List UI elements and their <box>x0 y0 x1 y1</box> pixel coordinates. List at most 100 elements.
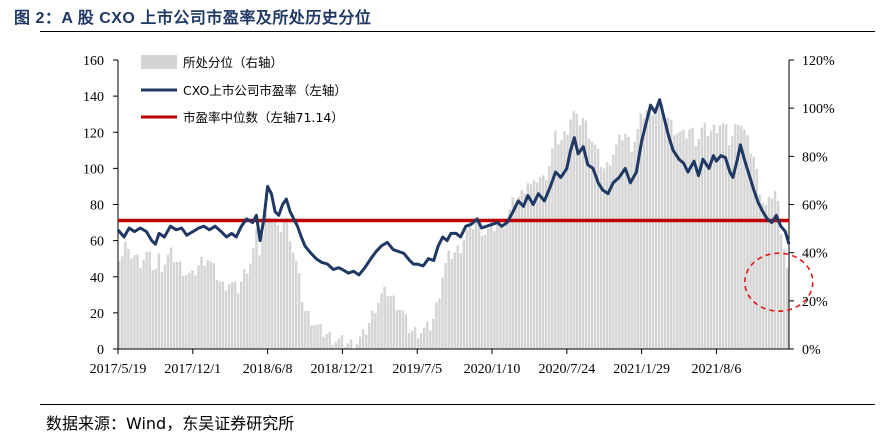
right-tick-label: 20% <box>802 295 828 310</box>
percentile-bar <box>392 295 395 349</box>
percentile-bar <box>694 145 697 349</box>
percentile-bar <box>310 325 313 349</box>
source-note: 数据来源：Wind，东吴证券研究所 <box>46 414 295 433</box>
percentile-bar <box>218 281 222 349</box>
x-tick-label: 2017/12/1 <box>164 362 221 377</box>
percentile-bar <box>200 256 203 349</box>
percentile-bar <box>154 269 158 349</box>
percentile-bar <box>618 134 621 349</box>
percentile-bar <box>294 260 298 349</box>
percentile-bar <box>636 128 639 349</box>
left-tick-label: 120 <box>83 126 104 141</box>
percentile-bar <box>752 156 755 349</box>
percentile-bar <box>267 217 270 349</box>
percentile-bar <box>593 144 597 349</box>
percentile-bar <box>124 241 127 349</box>
percentile-bar <box>785 267 789 349</box>
percentile-bar <box>776 201 780 349</box>
percentile-bar <box>261 234 264 349</box>
percentile-bar <box>432 318 435 349</box>
percentile-bar <box>151 270 154 349</box>
percentile-bar <box>773 191 777 349</box>
percentile-bar <box>325 334 328 349</box>
percentile-bar <box>746 135 749 349</box>
percentile-bar <box>468 222 472 349</box>
x-tick-label: 2017/5/19 <box>90 362 147 377</box>
percentile-bar <box>660 104 664 349</box>
percentile-bar <box>410 330 414 349</box>
percentile-bar <box>188 272 191 349</box>
percentile-bar <box>511 197 514 349</box>
percentile-bar <box>395 310 398 349</box>
right-tick-label: 120% <box>802 54 835 69</box>
legend-label: 市盈率中位数（左轴71.14） <box>183 110 344 125</box>
percentile-bar <box>130 258 133 349</box>
highlight-circle <box>744 252 814 312</box>
legend-label: 所处分位（右轴） <box>183 55 283 70</box>
x-tick-label: 2018/6/8 <box>243 362 293 377</box>
percentile-bar <box>444 262 447 349</box>
percentile-bar <box>127 248 130 349</box>
percentile-bar <box>648 104 652 349</box>
percentile-bar <box>548 165 551 349</box>
left-tick-label: 20 <box>90 307 104 322</box>
percentile-bar <box>737 124 740 350</box>
percentile-bar <box>541 175 545 349</box>
percentile-bar <box>770 198 774 349</box>
percentile-bar <box>419 332 423 349</box>
percentile-bar <box>148 251 151 349</box>
percentile-bar <box>362 329 365 349</box>
percentile-bar <box>194 275 197 349</box>
figure-title: 图 2：A 股 CXO 上市公司市盈率及所处历史分位 <box>14 10 372 27</box>
percentile-bar <box>584 120 588 349</box>
left-tick-label: 160 <box>83 54 104 69</box>
percentile-bar <box>465 229 469 349</box>
percentile-bar <box>529 184 533 349</box>
percentile-bar <box>764 204 768 349</box>
percentile-bar <box>557 144 560 349</box>
percentile-bar <box>782 249 786 349</box>
percentile-bar <box>252 248 255 349</box>
percentile-bar <box>212 263 215 349</box>
percentile-bar <box>679 131 682 349</box>
percentile-bar <box>182 276 185 349</box>
percentile-bar <box>590 141 594 349</box>
percentile-bar <box>172 262 176 349</box>
percentile-bar <box>731 136 734 349</box>
percentile-bar <box>700 127 703 349</box>
percentile-bar <box>697 139 700 349</box>
left-tick-label: 0 <box>97 343 104 358</box>
axes: 0 20 40 60 80 100 120 140 160 0% 20% 40% 60% 80% 100% 1… <box>83 54 835 377</box>
percentile-bar <box>581 117 585 349</box>
percentile-bar <box>206 260 209 349</box>
percentile-bar <box>523 193 527 349</box>
percentile-bar <box>233 281 237 349</box>
percentile-bar <box>358 336 362 349</box>
percentile-bar <box>551 148 554 349</box>
left-tick-label: 40 <box>90 271 104 286</box>
percentile-bar <box>304 311 307 349</box>
percentile-bar <box>160 271 164 349</box>
percentile-bar <box>435 302 438 349</box>
percentile-bar <box>136 254 139 349</box>
percentile-bar <box>398 309 402 349</box>
percentile-bar <box>627 136 630 349</box>
percentile-bar <box>450 259 453 349</box>
percentile-bar <box>566 134 569 349</box>
x-tick-label: 2020/7/24 <box>538 362 595 377</box>
percentile-bar <box>602 168 606 349</box>
percentile-bar <box>682 129 685 349</box>
percentile-bar <box>667 117 670 350</box>
percentile-bar <box>462 240 466 349</box>
percentile-bar <box>209 261 212 349</box>
percentile-bar <box>179 261 182 349</box>
percentile-bar <box>657 105 661 349</box>
percentile-bar <box>273 221 276 349</box>
percentile-bar <box>365 334 368 349</box>
percentile-bar <box>121 256 124 349</box>
percentile-bar <box>493 231 496 349</box>
percentile-bar <box>331 344 334 349</box>
percentile-bar <box>349 339 353 349</box>
percentile-bar <box>438 298 441 349</box>
